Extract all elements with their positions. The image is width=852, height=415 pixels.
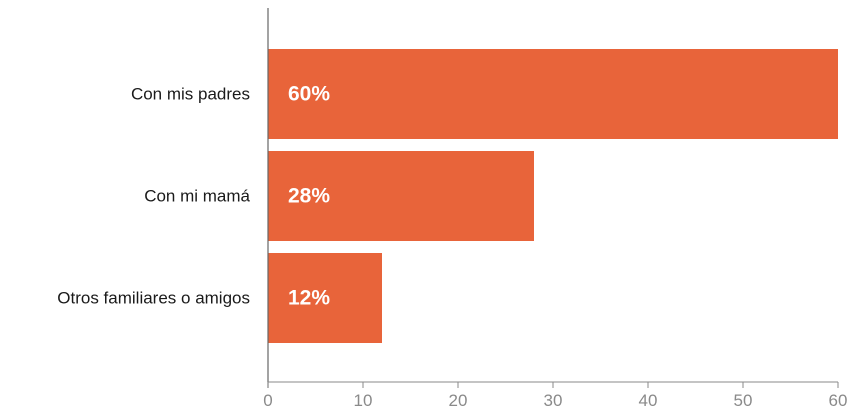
bar-otros-familiares-o-amigos [268, 253, 382, 343]
x-axis-ticks: 0 10 20 30 40 50 60 [263, 382, 847, 410]
data-labels: 60% 28% 12% [288, 83, 330, 310]
x-tick-label-10: 10 [354, 391, 373, 410]
x-tick-label-20: 20 [449, 391, 468, 410]
category-label-con-mi-mama: Con mi mamá [144, 187, 250, 206]
data-label-con-mis-padres: 60% [288, 83, 330, 106]
bar-con-mi-mama [268, 151, 534, 241]
data-label-otros-familiares-o-amigos: 12% [288, 287, 330, 310]
x-tick-label-50: 50 [734, 391, 753, 410]
category-label-con-mis-padres: Con mis padres [131, 85, 250, 104]
x-tick-label-0: 0 [263, 391, 272, 410]
category-label-otros-familiares-o-amigos: Otros familiares o amigos [57, 289, 250, 308]
x-tick-label-40: 40 [639, 391, 658, 410]
bar-con-mis-padres [268, 49, 838, 139]
data-label-con-mi-mama: 28% [288, 185, 330, 208]
bars-layer [268, 49, 838, 343]
x-tick-label-60: 60 [829, 391, 848, 410]
category-labels: Con mis padres Con mi mamá Otros familiare… [57, 85, 250, 308]
x-tick-label-30: 30 [544, 391, 563, 410]
